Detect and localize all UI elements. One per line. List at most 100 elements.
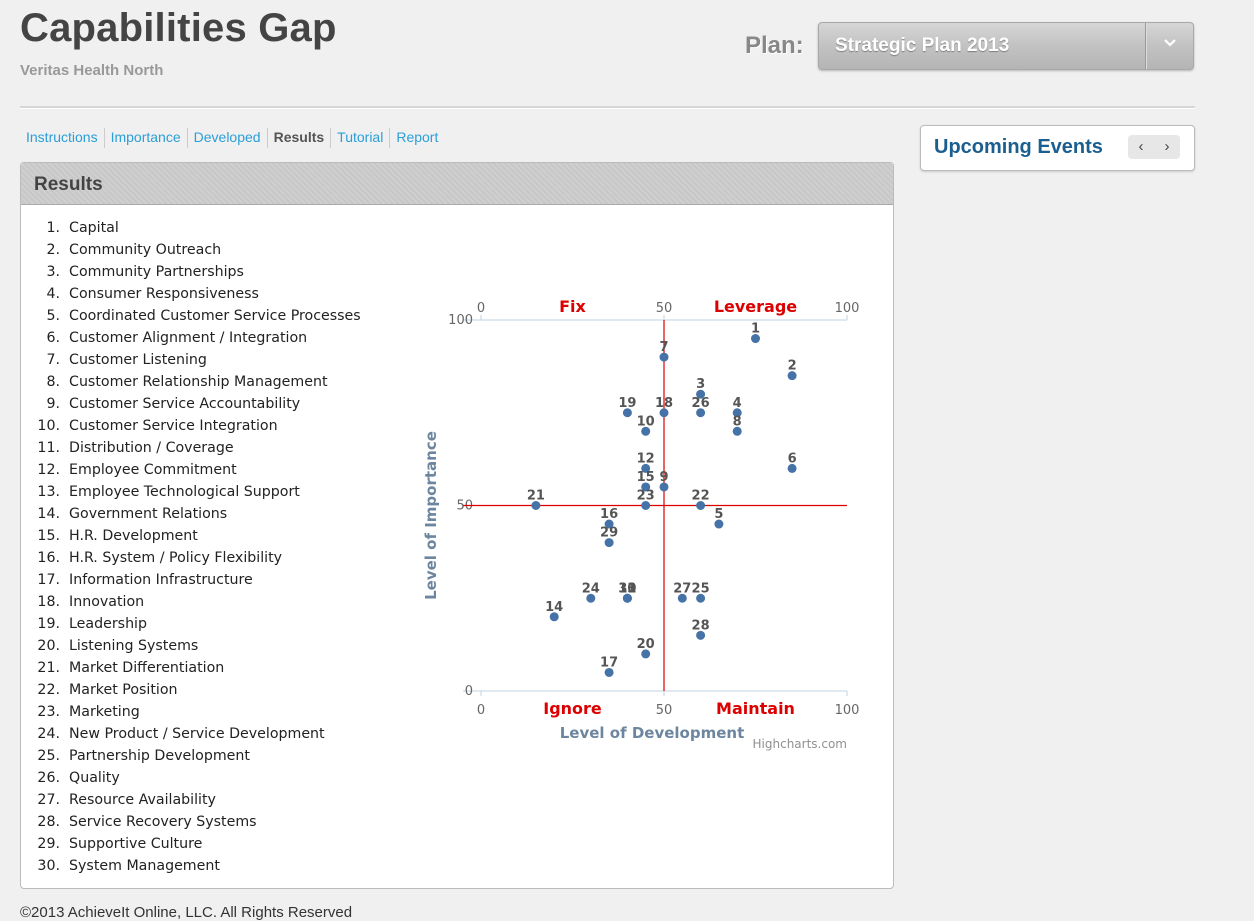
list-item-label: Quality bbox=[69, 770, 120, 786]
y-tick-label: 0 bbox=[465, 684, 473, 699]
chevron-down-icon[interactable] bbox=[1159, 33, 1181, 55]
data-point-label: 5 bbox=[714, 507, 723, 522]
list-item-label: Marketing bbox=[69, 704, 140, 720]
data-point-label: 9 bbox=[659, 470, 668, 485]
data-point bbox=[641, 649, 651, 659]
tab-tutorial[interactable]: Tutorial bbox=[331, 128, 391, 148]
list-item: 22. Market Position bbox=[33, 679, 361, 701]
list-item: 23. Marketing bbox=[33, 701, 361, 723]
data-point bbox=[641, 463, 651, 473]
x-tick-label-top: 0 bbox=[477, 301, 485, 316]
list-item-number: 19. bbox=[37, 616, 60, 632]
list-item-number: 8. bbox=[46, 374, 60, 390]
tab-importance[interactable]: Importance bbox=[105, 128, 188, 148]
data-point-label: 17 bbox=[600, 655, 618, 670]
tab-instructions[interactable]: Instructions bbox=[20, 128, 105, 148]
data-point-label: 16 bbox=[600, 507, 618, 522]
tab-developed[interactable]: Developed bbox=[188, 128, 268, 148]
list-item-label: Market Differentiation bbox=[69, 660, 225, 676]
list-item-label: Information Infrastructure bbox=[69, 572, 253, 588]
data-point-label: 23 bbox=[637, 489, 655, 504]
list-item-label: Leadership bbox=[69, 616, 148, 632]
list-item-label: Government Relations bbox=[69, 506, 228, 522]
x-tick-label-bottom: 0 bbox=[477, 703, 485, 718]
plan-label: Plan: bbox=[745, 32, 804, 59]
data-point-label: 25 bbox=[692, 581, 710, 596]
list-item-number: 12. bbox=[37, 462, 60, 478]
quadrant-label-top-right: Leverage bbox=[714, 297, 797, 316]
chevron-left-icon[interactable]: ‹ bbox=[1138, 138, 1144, 155]
results-title: Results bbox=[34, 174, 103, 195]
y-tick-label: 100 bbox=[448, 313, 473, 328]
nav-tabs: Instructions Importance Developed Results Tu… bbox=[20, 128, 444, 148]
header-divider bbox=[20, 106, 1195, 109]
tab-results[interactable]: Results bbox=[268, 128, 332, 148]
data-point-label: 14 bbox=[545, 600, 563, 615]
upcoming-events-title: Upcoming Events bbox=[934, 136, 1103, 158]
chevron-right-icon[interactable]: › bbox=[1164, 138, 1170, 155]
list-item: 1. Capital bbox=[33, 217, 361, 239]
list-item-number: 21. bbox=[37, 660, 60, 676]
data-point-label: 19 bbox=[618, 396, 636, 411]
list-item-number: 9. bbox=[46, 396, 60, 412]
data-point-label: 24 bbox=[582, 581, 600, 596]
data-point bbox=[677, 593, 687, 603]
list-item: 16. H.R. System / Policy Flexibility bbox=[33, 547, 361, 569]
data-point-label: 22 bbox=[692, 489, 710, 504]
list-item-number: 23. bbox=[37, 704, 60, 720]
data-point-label: 4 bbox=[733, 396, 742, 411]
list-item: 4. Consumer Responsiveness bbox=[33, 283, 361, 305]
list-item: 5. Coordinated Customer Service Processe… bbox=[33, 305, 360, 327]
data-point bbox=[604, 667, 614, 677]
list-item-number: 14. bbox=[37, 506, 60, 522]
plan-select[interactable]: Strategic Plan 2013 bbox=[818, 22, 1194, 70]
data-point bbox=[659, 408, 669, 418]
quadrant-label-bottom-right: Maintain bbox=[716, 699, 795, 718]
list-item-number: 6. bbox=[46, 330, 60, 346]
data-point-label: 29 bbox=[600, 526, 618, 541]
y-axis-title: Level of Importance bbox=[422, 431, 440, 600]
list-item-number: 16. bbox=[37, 550, 60, 566]
list-item-label: Consumer Responsiveness bbox=[69, 286, 259, 302]
list-item-number: 4. bbox=[46, 286, 60, 302]
list-item-number: 1. bbox=[46, 220, 60, 236]
list-item-number: 24. bbox=[37, 726, 60, 742]
data-point bbox=[696, 630, 706, 640]
list-item: 26. Quality bbox=[33, 767, 361, 789]
data-point bbox=[751, 334, 760, 344]
data-point bbox=[787, 463, 797, 473]
results-header: Results bbox=[21, 163, 893, 205]
data-point bbox=[696, 501, 706, 510]
data-point-label: 21 bbox=[527, 489, 545, 504]
data-point-label: 2 bbox=[788, 359, 797, 374]
tab-report[interactable]: Report bbox=[396, 129, 439, 145]
events-pager: ‹ › bbox=[1128, 135, 1180, 159]
data-point-label: 10 bbox=[637, 414, 655, 429]
data-point-label: 1 bbox=[751, 322, 760, 337]
list-item: 12. Employee Commitment bbox=[33, 459, 361, 481]
list-item-label: System Management bbox=[69, 858, 220, 874]
list-item-number: 3. bbox=[46, 264, 60, 280]
list-item: 15. H.R. Development bbox=[33, 525, 361, 547]
data-point-label: 15 bbox=[637, 470, 655, 485]
list-item-number: 11. bbox=[37, 440, 60, 456]
data-point bbox=[732, 408, 742, 418]
data-point bbox=[622, 593, 632, 603]
list-item-label: Resource Availability bbox=[69, 792, 216, 808]
list-item-label: Listening Systems bbox=[69, 638, 199, 654]
list-item-label: Supportive Culture bbox=[69, 836, 203, 852]
data-point-label: 13 bbox=[618, 581, 636, 596]
list-item: 18. Innovation bbox=[33, 591, 361, 613]
upcoming-events-panel: Upcoming Events ‹ › bbox=[920, 125, 1195, 171]
list-item-number: 17. bbox=[37, 572, 60, 588]
list-item: 27. Resource Availability bbox=[33, 789, 361, 811]
x-tick-label-top: 50 bbox=[656, 301, 673, 316]
list-item-label: H.R. System / Policy Flexibility bbox=[69, 550, 283, 566]
quadrant-label-bottom-left: Ignore bbox=[543, 699, 602, 718]
footer-copyright: ©2013 AchieveIt Online, LLC. All Rights … bbox=[20, 904, 353, 921]
data-point-label: 30 bbox=[618, 581, 636, 596]
list-item-label: Partnership Development bbox=[69, 748, 250, 764]
list-item-label: Customer Alignment / Integration bbox=[69, 330, 308, 346]
data-point bbox=[641, 482, 651, 492]
